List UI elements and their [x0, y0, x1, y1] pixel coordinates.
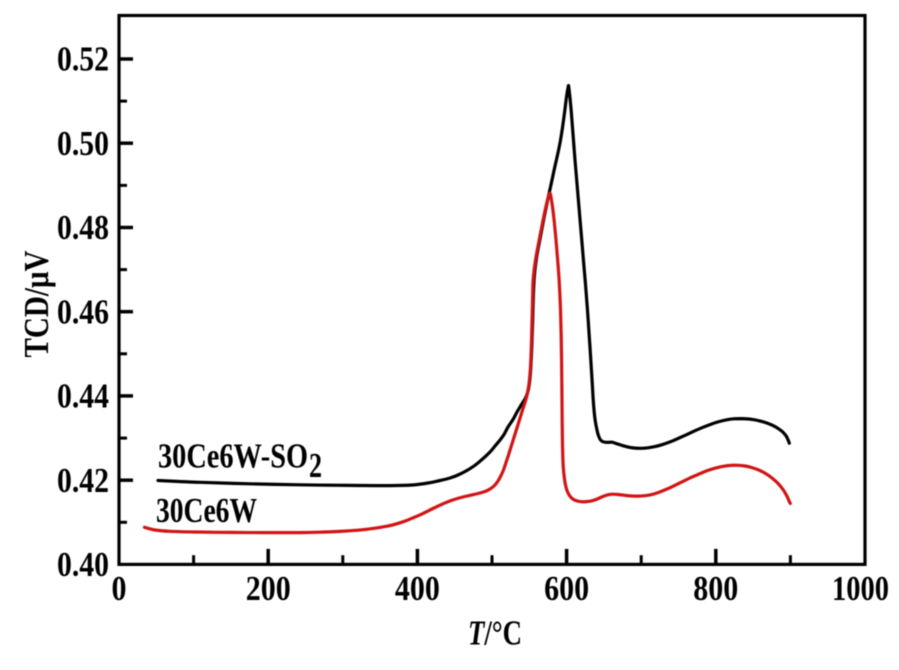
svg-text:0.40: 0.40	[57, 545, 109, 584]
svg-text:400: 400	[395, 569, 440, 608]
svg-text:600: 600	[544, 569, 589, 608]
svg-text:T/°C: T/°C	[468, 614, 522, 653]
svg-text:1000: 1000	[832, 569, 889, 608]
svg-text:200: 200	[246, 569, 291, 608]
svg-text:0.50: 0.50	[57, 124, 109, 163]
svg-text:2: 2	[309, 446, 322, 485]
svg-text:0.42: 0.42	[57, 461, 109, 500]
svg-text:0: 0	[112, 569, 127, 608]
svg-text:0.46: 0.46	[57, 292, 109, 331]
svg-text:0.52: 0.52	[57, 40, 109, 79]
svg-text:0.44: 0.44	[57, 377, 109, 416]
svg-text:TCD/μV: TCD/μV	[17, 251, 56, 358]
svg-text:0.48: 0.48	[57, 208, 109, 247]
svg-text:30Ce6W-SO: 30Ce6W-SO	[158, 437, 308, 476]
svg-text:800: 800	[693, 569, 738, 608]
svg-text:30Ce6W: 30Ce6W	[156, 491, 257, 530]
